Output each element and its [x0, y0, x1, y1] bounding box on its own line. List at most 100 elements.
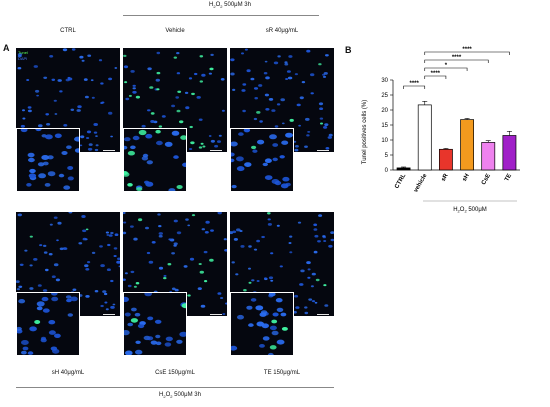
- dapi-nucleus: [59, 90, 63, 93]
- dapi-nucleus: [148, 260, 154, 264]
- tunel-positive-nucleus: [269, 345, 277, 350]
- tunel-positive-nucleus: [199, 270, 204, 274]
- significance-bracket: [424, 75, 447, 79]
- dapi-nucleus: [189, 148, 193, 150]
- dapi-nucleus: [307, 131, 311, 133]
- dapi-nucleus: [155, 78, 160, 82]
- dapi-nucleus: [35, 129, 42, 132]
- dapi-nucleus: [261, 310, 268, 315]
- bar-vehicle: [417, 104, 432, 171]
- dapi-nucleus: [236, 166, 245, 172]
- tunel-positive-nucleus: [135, 282, 140, 285]
- dapi-nucleus: [264, 277, 267, 280]
- dapi-nucleus: [42, 308, 50, 313]
- dapi-nucleus: [67, 176, 74, 181]
- dapi-nucleus: [133, 237, 138, 241]
- dapi-nucleus: [158, 225, 162, 228]
- bar-cse: [481, 142, 496, 171]
- tunel-positive-nucleus: [163, 277, 167, 280]
- dapi-nucleus: [81, 59, 85, 62]
- dapi-nucleus: [232, 88, 236, 91]
- tunel-positive-nucleus: [135, 95, 140, 99]
- dapi-nucleus: [106, 268, 111, 271]
- dapi-nucleus: [197, 287, 202, 290]
- dapi-nucleus: [33, 65, 38, 68]
- dapi-nucleus: [87, 261, 91, 264]
- dapi-nucleus: [171, 104, 176, 108]
- dapi-nucleus: [280, 98, 285, 102]
- dapi-nucleus: [319, 107, 324, 110]
- tunel-positive-nucleus: [29, 235, 33, 238]
- dapi-nucleus: [144, 180, 150, 184]
- dapi-nucleus: [173, 242, 178, 245]
- dapi-nucleus: [264, 60, 268, 63]
- dapi-nucleus: [256, 239, 260, 243]
- inset-ctrl: [16, 128, 80, 192]
- dapi-nucleus: [327, 136, 332, 139]
- dapi-nucleus: [273, 61, 279, 65]
- dapi-nucleus: [49, 223, 53, 226]
- dapi-nucleus: [66, 298, 72, 303]
- dapi-nucleus: [102, 290, 107, 293]
- dapi-nucleus: [253, 248, 258, 251]
- dapi-nucleus: [137, 323, 145, 329]
- tunel-positive-nucleus: [267, 212, 271, 215]
- dapi-nucleus: [17, 67, 22, 70]
- dapi-nucleus: [201, 228, 205, 231]
- dapi-nucleus: [124, 272, 128, 275]
- dapi-nucleus: [42, 289, 48, 292]
- dapi-nucleus: [110, 305, 115, 309]
- dapi-nucleus: [296, 103, 301, 107]
- dapi-nucleus: [18, 285, 23, 288]
- tunel-positive-nucleus: [190, 141, 195, 145]
- dapi-nucleus: [54, 333, 61, 338]
- dapi-nucleus: [99, 245, 103, 248]
- dapi-nucleus: [105, 231, 109, 234]
- tunel-positive-nucleus: [127, 150, 135, 156]
- dapi-nucleus: [110, 279, 114, 283]
- panel-a-letter: A: [3, 43, 10, 53]
- tunel-positive-nucleus: [138, 129, 147, 136]
- dapi-nucleus: [253, 117, 258, 121]
- dapi-nucleus: [236, 228, 241, 232]
- y-tick-label: 20: [381, 108, 388, 114]
- dapi-nucleus: [130, 70, 135, 73]
- dapi-nucleus: [164, 342, 172, 347]
- dapi-nucleus: [130, 225, 134, 228]
- tunel-positive-nucleus: [204, 280, 208, 283]
- dapi-nucleus: [310, 285, 314, 288]
- dapi-nucleus: [317, 240, 321, 243]
- dapi-nucleus: [187, 224, 191, 227]
- dapi-nucleus: [36, 306, 43, 311]
- dapi-nucleus: [313, 223, 318, 227]
- dapi-nucleus: [33, 258, 38, 261]
- dapi-nucleus: [151, 241, 156, 244]
- dapi-nucleus: [268, 98, 274, 101]
- x-tick-label: vehicle: [413, 172, 429, 193]
- dapi-nucleus: [277, 55, 281, 58]
- x-tick-label: TE: [504, 173, 513, 183]
- y-axis-label: Tunel positives cells (%): [362, 100, 368, 164]
- dapi-nucleus: [288, 242, 292, 244]
- dapi-nucleus: [163, 274, 167, 277]
- dapi-nucleus: [65, 295, 72, 299]
- dapi-nucleus: [80, 135, 85, 139]
- dapi-nucleus: [231, 141, 238, 147]
- dapi-nucleus: [94, 290, 99, 293]
- dapi-nucleus: [145, 133, 153, 139]
- dapi-nucleus: [231, 345, 238, 351]
- dapi-nucleus: [271, 330, 279, 336]
- dapi-nucleus: [248, 267, 251, 270]
- dapi-nucleus: [20, 129, 28, 133]
- dapi-nucleus: [264, 175, 273, 180]
- dapi-nucleus: [259, 344, 265, 348]
- top-treatment-line: [123, 15, 319, 16]
- dapi-nucleus: [294, 294, 299, 298]
- dapi-nucleus: [39, 244, 43, 247]
- x-tick-label: CTRL: [394, 173, 407, 190]
- dapi-nucleus: [38, 124, 43, 128]
- dapi-nucleus: [272, 312, 279, 317]
- dapi-nucleus: [310, 73, 315, 77]
- dapi-nucleus: [323, 72, 328, 75]
- dapi-nucleus: [51, 275, 56, 278]
